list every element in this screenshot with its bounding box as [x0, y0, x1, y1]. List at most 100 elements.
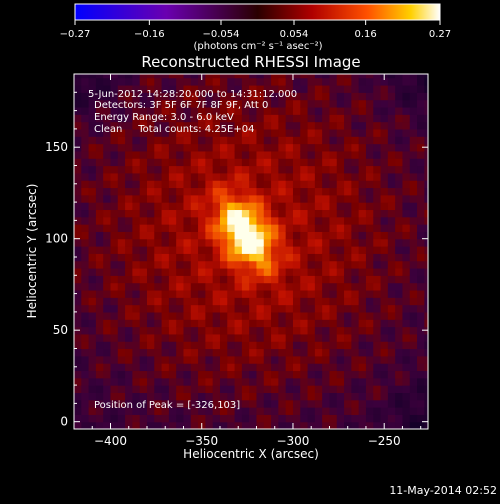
heatmap-cell: [292, 180, 301, 189]
heatmap-cell: [81, 99, 90, 108]
heatmap-cell: [110, 414, 119, 423]
heatmap-cell: [263, 363, 272, 372]
heatmap-cell: [125, 253, 133, 262]
heatmap-cell: [417, 224, 425, 232]
heatmap-cell: [409, 209, 418, 218]
heatmap-cell: [81, 275, 90, 284]
heatmap-cell: [300, 143, 309, 152]
heatmap-cell: [322, 194, 331, 203]
heatmap-cell: [103, 99, 112, 108]
heatmap-cell: [154, 414, 163, 423]
heatmap-cell: [249, 319, 258, 328]
heatmap-cell: [271, 114, 279, 123]
heatmap-cell: [271, 414, 279, 423]
heatmap-cell: [307, 392, 316, 401]
heatmap-cell: [125, 158, 133, 167]
heatmap-cell: [227, 99, 236, 108]
heatmap-cell: [380, 202, 389, 211]
heatmap-cell: [380, 282, 389, 291]
heatmap-cell: [373, 260, 382, 269]
heatmap-cell: [117, 311, 126, 320]
heatmap-cell: [409, 165, 418, 174]
heatmap-cell: [300, 326, 309, 335]
heatmap-cell: [329, 407, 338, 415]
heatmap-cell: [241, 84, 250, 93]
heatmap-cell: [300, 363, 309, 372]
heatmap-cell: [358, 341, 367, 350]
heatmap-cell: [219, 333, 228, 342]
heatmap-cell: [402, 187, 411, 196]
heatmap-cell: [132, 267, 141, 276]
heatmap-cell: [373, 289, 382, 298]
heatmap-cell: [285, 158, 294, 167]
heatmap-cell: [409, 377, 418, 386]
heatmap-cell: [168, 304, 177, 313]
heatmap-cell: [205, 341, 214, 350]
heatmap-cell: [103, 143, 112, 152]
heatmap-cell: [373, 282, 382, 291]
heatmap-cell: [314, 355, 323, 364]
heatmap-cell: [380, 319, 389, 328]
heatmap-cell: [329, 238, 338, 247]
heatmap-cell: [125, 202, 133, 211]
heatmap-cell: [344, 421, 352, 429]
heatmap-cell: [263, 282, 272, 291]
heatmap-cell: [271, 297, 279, 306]
heatmap-cell: [402, 165, 411, 174]
heatmap-cell: [212, 180, 221, 189]
heatmap-cell: [336, 297, 345, 306]
heatmap-cell: [314, 99, 323, 108]
heatmap-cell: [417, 392, 425, 401]
heatmap-cell: [322, 216, 331, 225]
heatmap-cell: [351, 319, 360, 328]
heatmap-cell: [278, 187, 287, 196]
heatmap-cell: [424, 348, 428, 357]
heatmap-cell: [219, 304, 228, 313]
heatmap-cell: [110, 77, 119, 86]
heatmap-cell: [263, 297, 272, 306]
heatmap-cell: [249, 304, 258, 313]
heatmap-cell: [88, 216, 97, 225]
heatmap-cell: [395, 180, 404, 189]
heatmap-cell: [387, 370, 396, 379]
heatmap-cell: [183, 136, 192, 145]
heatmap-cell: [190, 202, 199, 211]
heatmap-cell: [154, 355, 163, 364]
heatmap-cell: [241, 319, 250, 328]
heatmap-cell: [373, 363, 382, 372]
heatmap-cell: [278, 421, 287, 429]
heatmap-cell: [358, 289, 367, 298]
heatmap-cell: [300, 84, 309, 93]
heatmap-cell: [81, 319, 90, 328]
colorbar-unit-label: (photons cm⁻² s⁻¹ asec⁻²): [193, 41, 322, 52]
heatmap-cell: [373, 158, 382, 167]
heatmap-cell: [271, 92, 279, 101]
heatmap-cell: [183, 260, 192, 269]
heatmap-cell: [110, 121, 119, 130]
heatmap-cell: [168, 267, 177, 276]
heatmap-cell: [168, 165, 177, 174]
heatmap-cell: [402, 77, 411, 86]
heatmap-cell: [271, 326, 279, 335]
heatmap-cell: [263, 158, 272, 167]
heatmap-cell: [307, 421, 316, 429]
heatmap-cell: [249, 121, 258, 130]
heatmap-cell: [81, 216, 90, 225]
heatmap-cell: [300, 267, 309, 276]
heatmap-cell: [88, 282, 97, 291]
heatmap-cell: [344, 136, 352, 145]
heatmap-cell: [139, 341, 148, 350]
heatmap-cell: [351, 282, 360, 291]
heatmap-cell: [139, 99, 148, 108]
heatmap-cell: [81, 74, 90, 79]
heatmap-cell: [190, 172, 199, 181]
heatmap-cell: [300, 172, 309, 181]
heatmap-cell: [256, 289, 265, 298]
heatmap-cell: [190, 246, 199, 254]
heatmap-cell: [292, 282, 301, 291]
heatmap-cell: [314, 253, 323, 262]
heatmap-cell: [329, 99, 338, 108]
heatmap-cell: [212, 92, 221, 101]
heatmap-cell: [263, 194, 272, 203]
heatmap-cell: [110, 370, 119, 379]
